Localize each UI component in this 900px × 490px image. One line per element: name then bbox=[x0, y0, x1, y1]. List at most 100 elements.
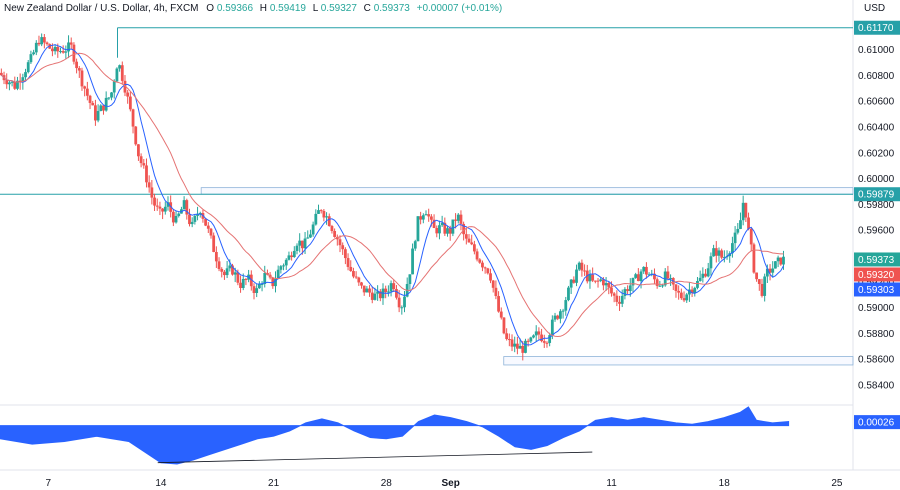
candle bbox=[64, 51, 68, 53]
candle bbox=[537, 331, 541, 335]
candle bbox=[733, 232, 737, 244]
candle bbox=[499, 311, 503, 318]
candle bbox=[438, 225, 441, 234]
candle bbox=[96, 111, 100, 121]
candle bbox=[580, 262, 584, 271]
time-tick-label-0: 7 bbox=[46, 478, 52, 489]
candle bbox=[115, 68, 119, 82]
candle bbox=[548, 335, 552, 343]
candle bbox=[290, 255, 294, 258]
candle bbox=[779, 257, 783, 265]
candle bbox=[411, 248, 414, 275]
time-axis[interactable]: 7 14 21 28 Sep 11 18 25 bbox=[46, 478, 843, 489]
candle bbox=[693, 287, 697, 293]
price-badges: 0.59373 0.59320 0.59303 bbox=[854, 252, 900, 297]
candle bbox=[747, 217, 750, 229]
candle bbox=[155, 205, 159, 207]
candle bbox=[292, 250, 296, 258]
candle bbox=[475, 251, 479, 260]
candle bbox=[118, 65, 122, 69]
candle bbox=[669, 278, 672, 280]
candle bbox=[346, 258, 350, 267]
candle bbox=[704, 273, 707, 277]
candle bbox=[276, 269, 280, 279]
candle bbox=[8, 82, 11, 85]
candle bbox=[564, 300, 568, 311]
candle bbox=[99, 105, 103, 112]
candle bbox=[322, 210, 326, 218]
h-label: H bbox=[260, 3, 267, 14]
candle bbox=[782, 256, 785, 265]
candle bbox=[212, 235, 216, 252]
time-tick-label-7: 25 bbox=[831, 478, 843, 489]
candle bbox=[325, 216, 328, 218]
candle bbox=[593, 280, 597, 282]
candle bbox=[314, 213, 318, 225]
candle bbox=[217, 261, 221, 269]
candle bbox=[397, 297, 401, 308]
price-tick-label-5: 0.60000 bbox=[858, 174, 895, 185]
candle bbox=[214, 251, 218, 262]
candle bbox=[424, 214, 428, 216]
candle bbox=[698, 277, 702, 282]
candle bbox=[615, 295, 619, 302]
candle bbox=[494, 287, 498, 297]
candle bbox=[709, 256, 713, 269]
candle bbox=[239, 282, 242, 289]
candle bbox=[481, 262, 484, 268]
candle bbox=[37, 42, 41, 45]
candle bbox=[147, 182, 151, 188]
candle bbox=[486, 268, 490, 274]
candle bbox=[153, 197, 156, 206]
candle bbox=[731, 243, 734, 254]
candle bbox=[338, 239, 342, 246]
candle bbox=[421, 215, 425, 220]
candle bbox=[749, 228, 753, 245]
candle bbox=[128, 96, 132, 110]
candle bbox=[354, 276, 358, 278]
candle bbox=[639, 271, 643, 282]
o-label: O bbox=[206, 3, 214, 14]
candle bbox=[550, 319, 554, 336]
candle bbox=[661, 285, 664, 287]
candle bbox=[279, 266, 283, 270]
candle bbox=[626, 289, 629, 292]
candle bbox=[513, 343, 517, 347]
candle bbox=[145, 165, 148, 183]
candle bbox=[679, 292, 683, 299]
candle bbox=[0, 72, 3, 76]
candle bbox=[440, 222, 444, 226]
price-tick-label-2: 0.60600 bbox=[858, 97, 895, 108]
candle bbox=[636, 274, 640, 282]
candle bbox=[193, 215, 197, 222]
candle bbox=[739, 220, 742, 229]
candle bbox=[774, 261, 777, 269]
candle bbox=[714, 248, 718, 256]
candle bbox=[620, 295, 624, 304]
candle bbox=[685, 294, 689, 301]
candle bbox=[529, 337, 533, 342]
candle bbox=[502, 317, 506, 334]
candle bbox=[712, 248, 715, 257]
candle bbox=[198, 212, 202, 214]
candle bbox=[384, 288, 388, 293]
candle bbox=[34, 42, 38, 53]
candle bbox=[532, 335, 535, 338]
candle bbox=[56, 46, 60, 52]
candle bbox=[91, 102, 95, 106]
moving-averages-layer bbox=[0, 44, 784, 346]
price-badge-label-0: 0.59373 bbox=[858, 255, 895, 266]
l-label: L bbox=[313, 3, 319, 14]
candle bbox=[112, 81, 116, 93]
candle bbox=[470, 242, 474, 245]
candle bbox=[341, 245, 345, 250]
candle bbox=[631, 277, 635, 286]
candle bbox=[612, 293, 616, 296]
candle bbox=[443, 222, 447, 234]
candle bbox=[188, 214, 191, 225]
candle bbox=[69, 42, 73, 45]
candle bbox=[416, 216, 420, 242]
candle bbox=[736, 228, 740, 233]
candle bbox=[309, 234, 312, 238]
candle bbox=[545, 342, 549, 344]
